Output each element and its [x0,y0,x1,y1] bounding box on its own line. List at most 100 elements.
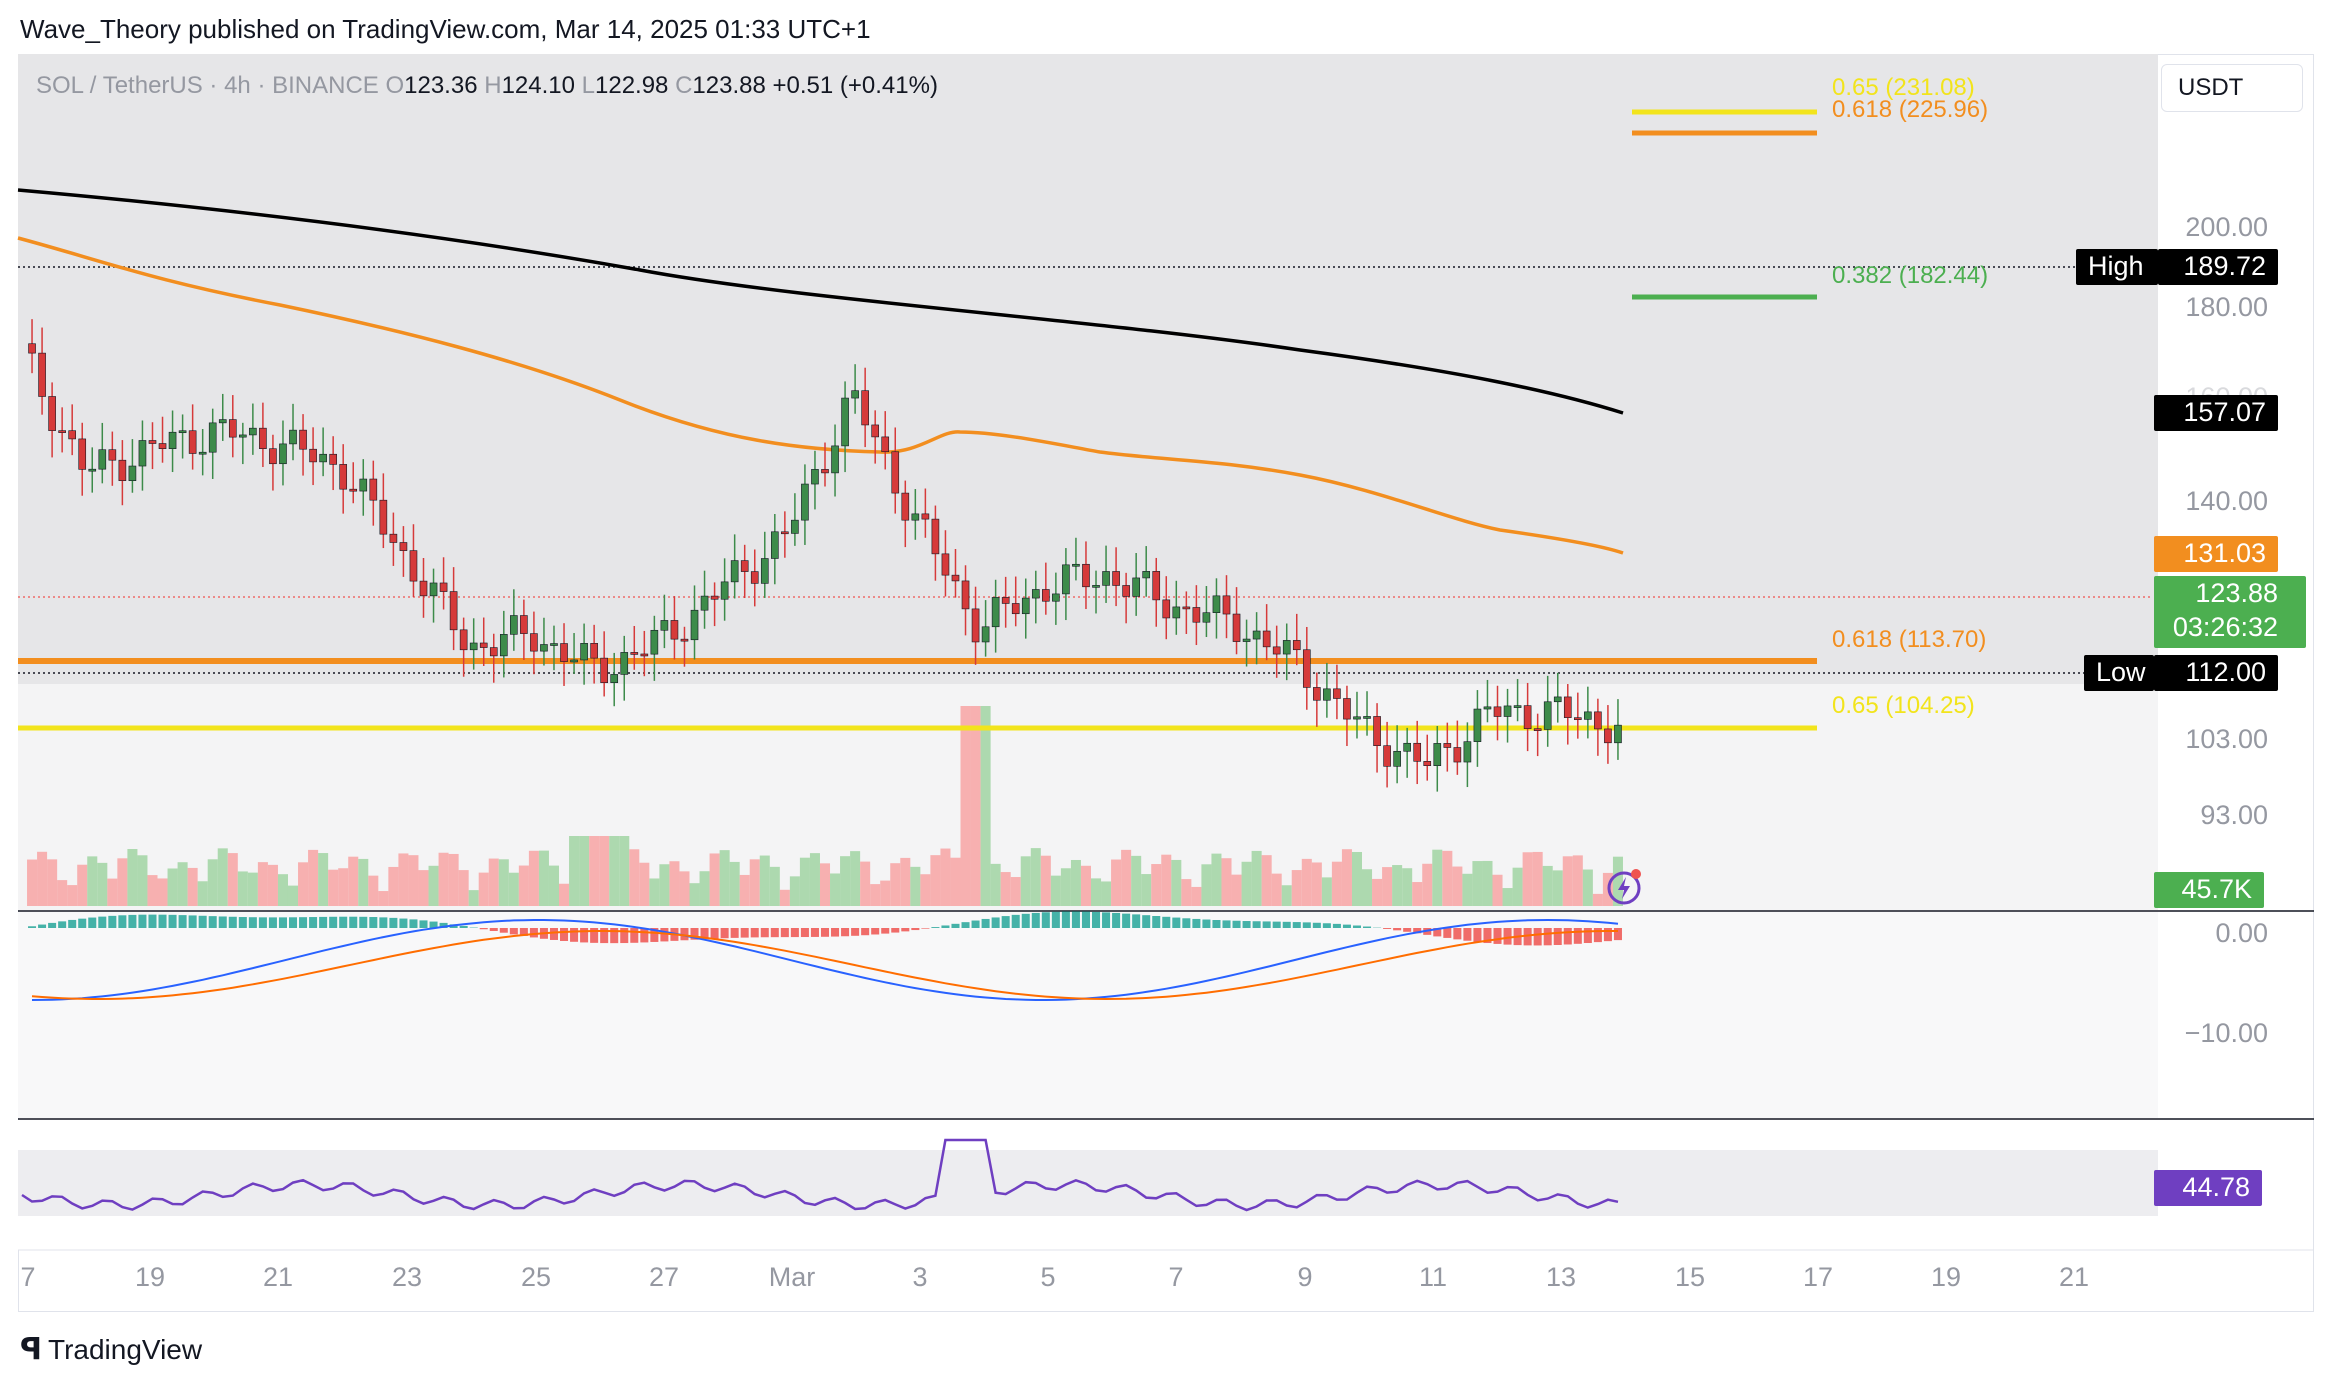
macd-indicator [28,911,1622,1001]
candle [108,431,117,486]
macd-panel-background [18,912,2158,1118]
candle [570,633,578,674]
fib-label-0.65-upper: 0.65 (231.08) [1832,74,1975,101]
volume-bar [237,871,248,906]
volume-bar [830,873,841,906]
volume-bar [157,878,168,906]
volume-bar [1422,863,1433,906]
macd-histogram-bar [1543,928,1552,946]
candle-body [228,419,237,438]
macd-histogram-bar [208,916,217,928]
lightning-icon[interactable] [1604,866,1644,906]
volume-bar [1111,859,1122,906]
volume-bar [127,848,138,906]
candle-body [530,633,538,652]
volume-bar [438,852,449,906]
date-label-23: 23 [391,1262,423,1292]
candle-body [1052,593,1060,602]
volume-bar [277,874,288,906]
volume-bar [1040,855,1051,906]
macd-histogram-bar [299,917,308,928]
candle-body [1172,606,1181,619]
volume-bar [980,706,991,906]
candle [259,402,267,468]
candle-body [660,620,669,631]
volume-bar [1612,856,1623,906]
candle-body [630,652,639,655]
candle-body [78,438,87,470]
date-label-21: 21 [262,1262,294,1292]
symbol-legend[interactable]: SOL / TetherUS · 4h · BINANCE O123.36 H1… [36,72,938,100]
candle-body [299,429,307,450]
macd-histogram-bar [1493,928,1502,944]
tradingview-brand: TradingView [48,1333,203,1365]
symbol-name[interactable]: SOL / TetherUS · 4h · BINANCE [36,72,379,99]
candle-body [1011,603,1020,615]
volume-bar [910,866,921,906]
high-value: 124.10 [501,72,575,99]
volume-bar [448,853,459,906]
close-label: C [675,72,693,99]
macd-histogram-bar [951,923,960,928]
candle [1423,734,1432,781]
candle [1062,548,1070,621]
fib-label-0.382: 0.382 (182.44) [1832,262,1989,289]
macd-histogram-bar [1152,915,1161,928]
candle-body [389,533,398,543]
candle-body [1212,595,1221,613]
candle-body [1252,630,1261,640]
candle-body [1443,743,1452,748]
macd-histogram-bar [369,917,378,928]
macd-histogram-bar [268,917,277,928]
candle [299,414,307,476]
macd-histogram-bar [1553,928,1562,945]
candle-body [1142,571,1151,579]
low-tag-label: Low [2084,655,2154,691]
macd-histogram-bar [720,928,729,939]
macd-histogram-bar [1192,918,1201,928]
macd-histogram-bar [1051,911,1060,928]
candle [690,585,699,660]
candle [660,594,669,649]
candle [931,505,940,581]
macd-histogram-bar [820,928,830,937]
candle [881,411,890,470]
volume-bar [870,884,881,906]
volume-bar [1382,867,1393,906]
currency-selector-button[interactable]: USDT [2161,64,2303,112]
volume-bar [1020,856,1031,906]
candle-body [781,531,789,535]
candle [178,414,187,459]
macd-histogram-bar [1081,911,1090,928]
volume-bar [619,836,630,906]
candle-body [188,430,197,454]
tradingview-logo[interactable]: ꟼ TradingView [20,1332,202,1367]
macd-histogram-bar [1122,913,1131,928]
candle-body [680,638,689,642]
candle-body [770,531,779,559]
candle [1102,545,1110,603]
candle-body [379,499,388,535]
date-label-25: 25 [520,1262,552,1292]
macd-histogram-bar [1232,920,1241,928]
candle [309,427,317,486]
volume-bar [1010,877,1021,906]
candle [1172,580,1181,635]
candle-body [1323,688,1331,701]
candle-body [811,469,819,485]
candle [459,617,468,677]
open-value: 123.36 [404,72,478,99]
macd-histogram-bar [489,928,498,931]
candle [520,599,528,661]
volume-bar [117,858,128,906]
candle [861,367,869,448]
candle-body [1182,606,1191,610]
macd-histogram-bar [1112,912,1121,928]
macd-histogram-bar [38,924,47,928]
volume-bar [769,866,780,906]
volume-bar [167,868,178,906]
candle [379,473,388,549]
macd-histogram-bar [1393,928,1402,931]
candle [1594,698,1602,756]
